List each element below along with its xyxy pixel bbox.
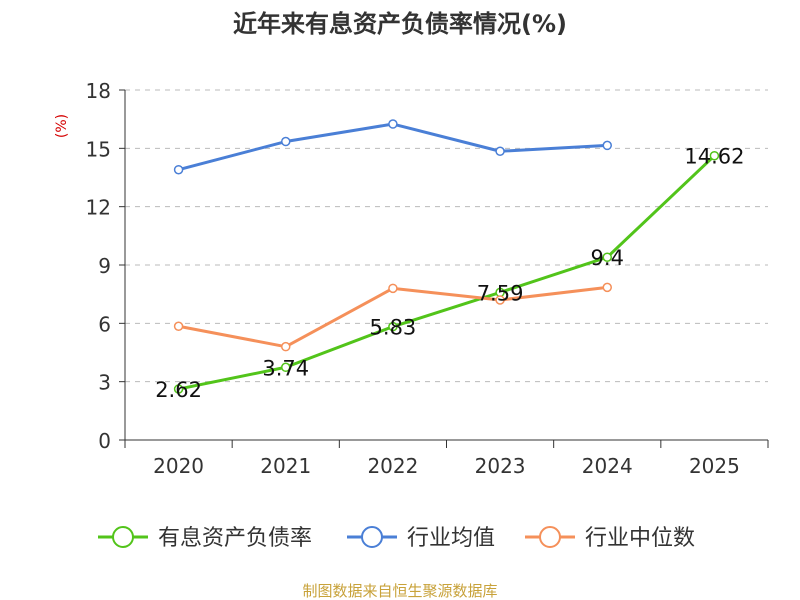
data-point	[709, 150, 720, 161]
legend-marker	[361, 526, 383, 548]
data-point	[602, 282, 612, 293]
y-tick-label: 6	[98, 312, 111, 336]
data-point	[281, 362, 291, 373]
data-point	[388, 283, 398, 294]
x-tick-label: 2025	[689, 454, 740, 478]
legend-marker	[112, 526, 134, 548]
data-point	[173, 321, 184, 331]
axes: 0 3 6 9 12 15 18 2020 2021 2022 2023 2024 2025	[86, 79, 769, 478]
y-tick-label: 12	[86, 196, 111, 220]
data-label: 2.62	[155, 378, 202, 402]
y-tick-label: 18	[86, 79, 111, 103]
data-point	[602, 252, 612, 262]
legend-label: 有息资产负债率	[158, 526, 312, 551]
data-point	[388, 321, 398, 332]
series-line-0	[178, 154, 716, 391]
grid-lines	[125, 89, 768, 383]
y-tick-label: 9	[98, 254, 111, 278]
data-point	[388, 119, 398, 129]
source-note: 制图数据来自恒生聚源数据库	[302, 582, 497, 600]
data-point	[281, 341, 291, 352]
data-point	[495, 295, 505, 305]
data-label: 14.62	[684, 145, 744, 169]
data-label: 9.4	[591, 246, 624, 270]
data-label: 7.59	[477, 281, 524, 305]
y-tick-label: 0	[98, 429, 111, 453]
y-tick-label: 3	[98, 371, 111, 395]
x-tick-label: 2022	[367, 454, 418, 478]
data-point	[495, 146, 505, 156]
legend-label: 行业均值	[407, 526, 495, 551]
legend-marker	[539, 526, 561, 548]
x-tick-label: 2020	[153, 454, 204, 478]
data-point	[173, 164, 184, 175]
legend-label: 行业中位数	[585, 526, 695, 551]
data-label: 5.83	[370, 316, 417, 340]
data-labels: 2.62 3.74 5.83 7.59 9.4 14.62	[155, 145, 744, 402]
series-line-1	[178, 122, 608, 172]
x-tick-label: 2024	[582, 454, 633, 478]
x-tick-label: 2023	[475, 454, 526, 478]
legend: 有息资产负债率 行业均值 行业中位数	[98, 526, 695, 551]
series-group	[173, 119, 720, 394]
data-point	[173, 384, 184, 394]
y-tick-label: 15	[86, 137, 111, 161]
y-axis-label: (%)	[54, 114, 70, 138]
data-label: 3.74	[262, 356, 309, 380]
chart-title: 近年来有息资产负债率情况(%)	[233, 10, 567, 38]
data-point	[281, 136, 291, 147]
data-point	[602, 140, 612, 151]
x-tick-label: 2021	[260, 454, 311, 478]
